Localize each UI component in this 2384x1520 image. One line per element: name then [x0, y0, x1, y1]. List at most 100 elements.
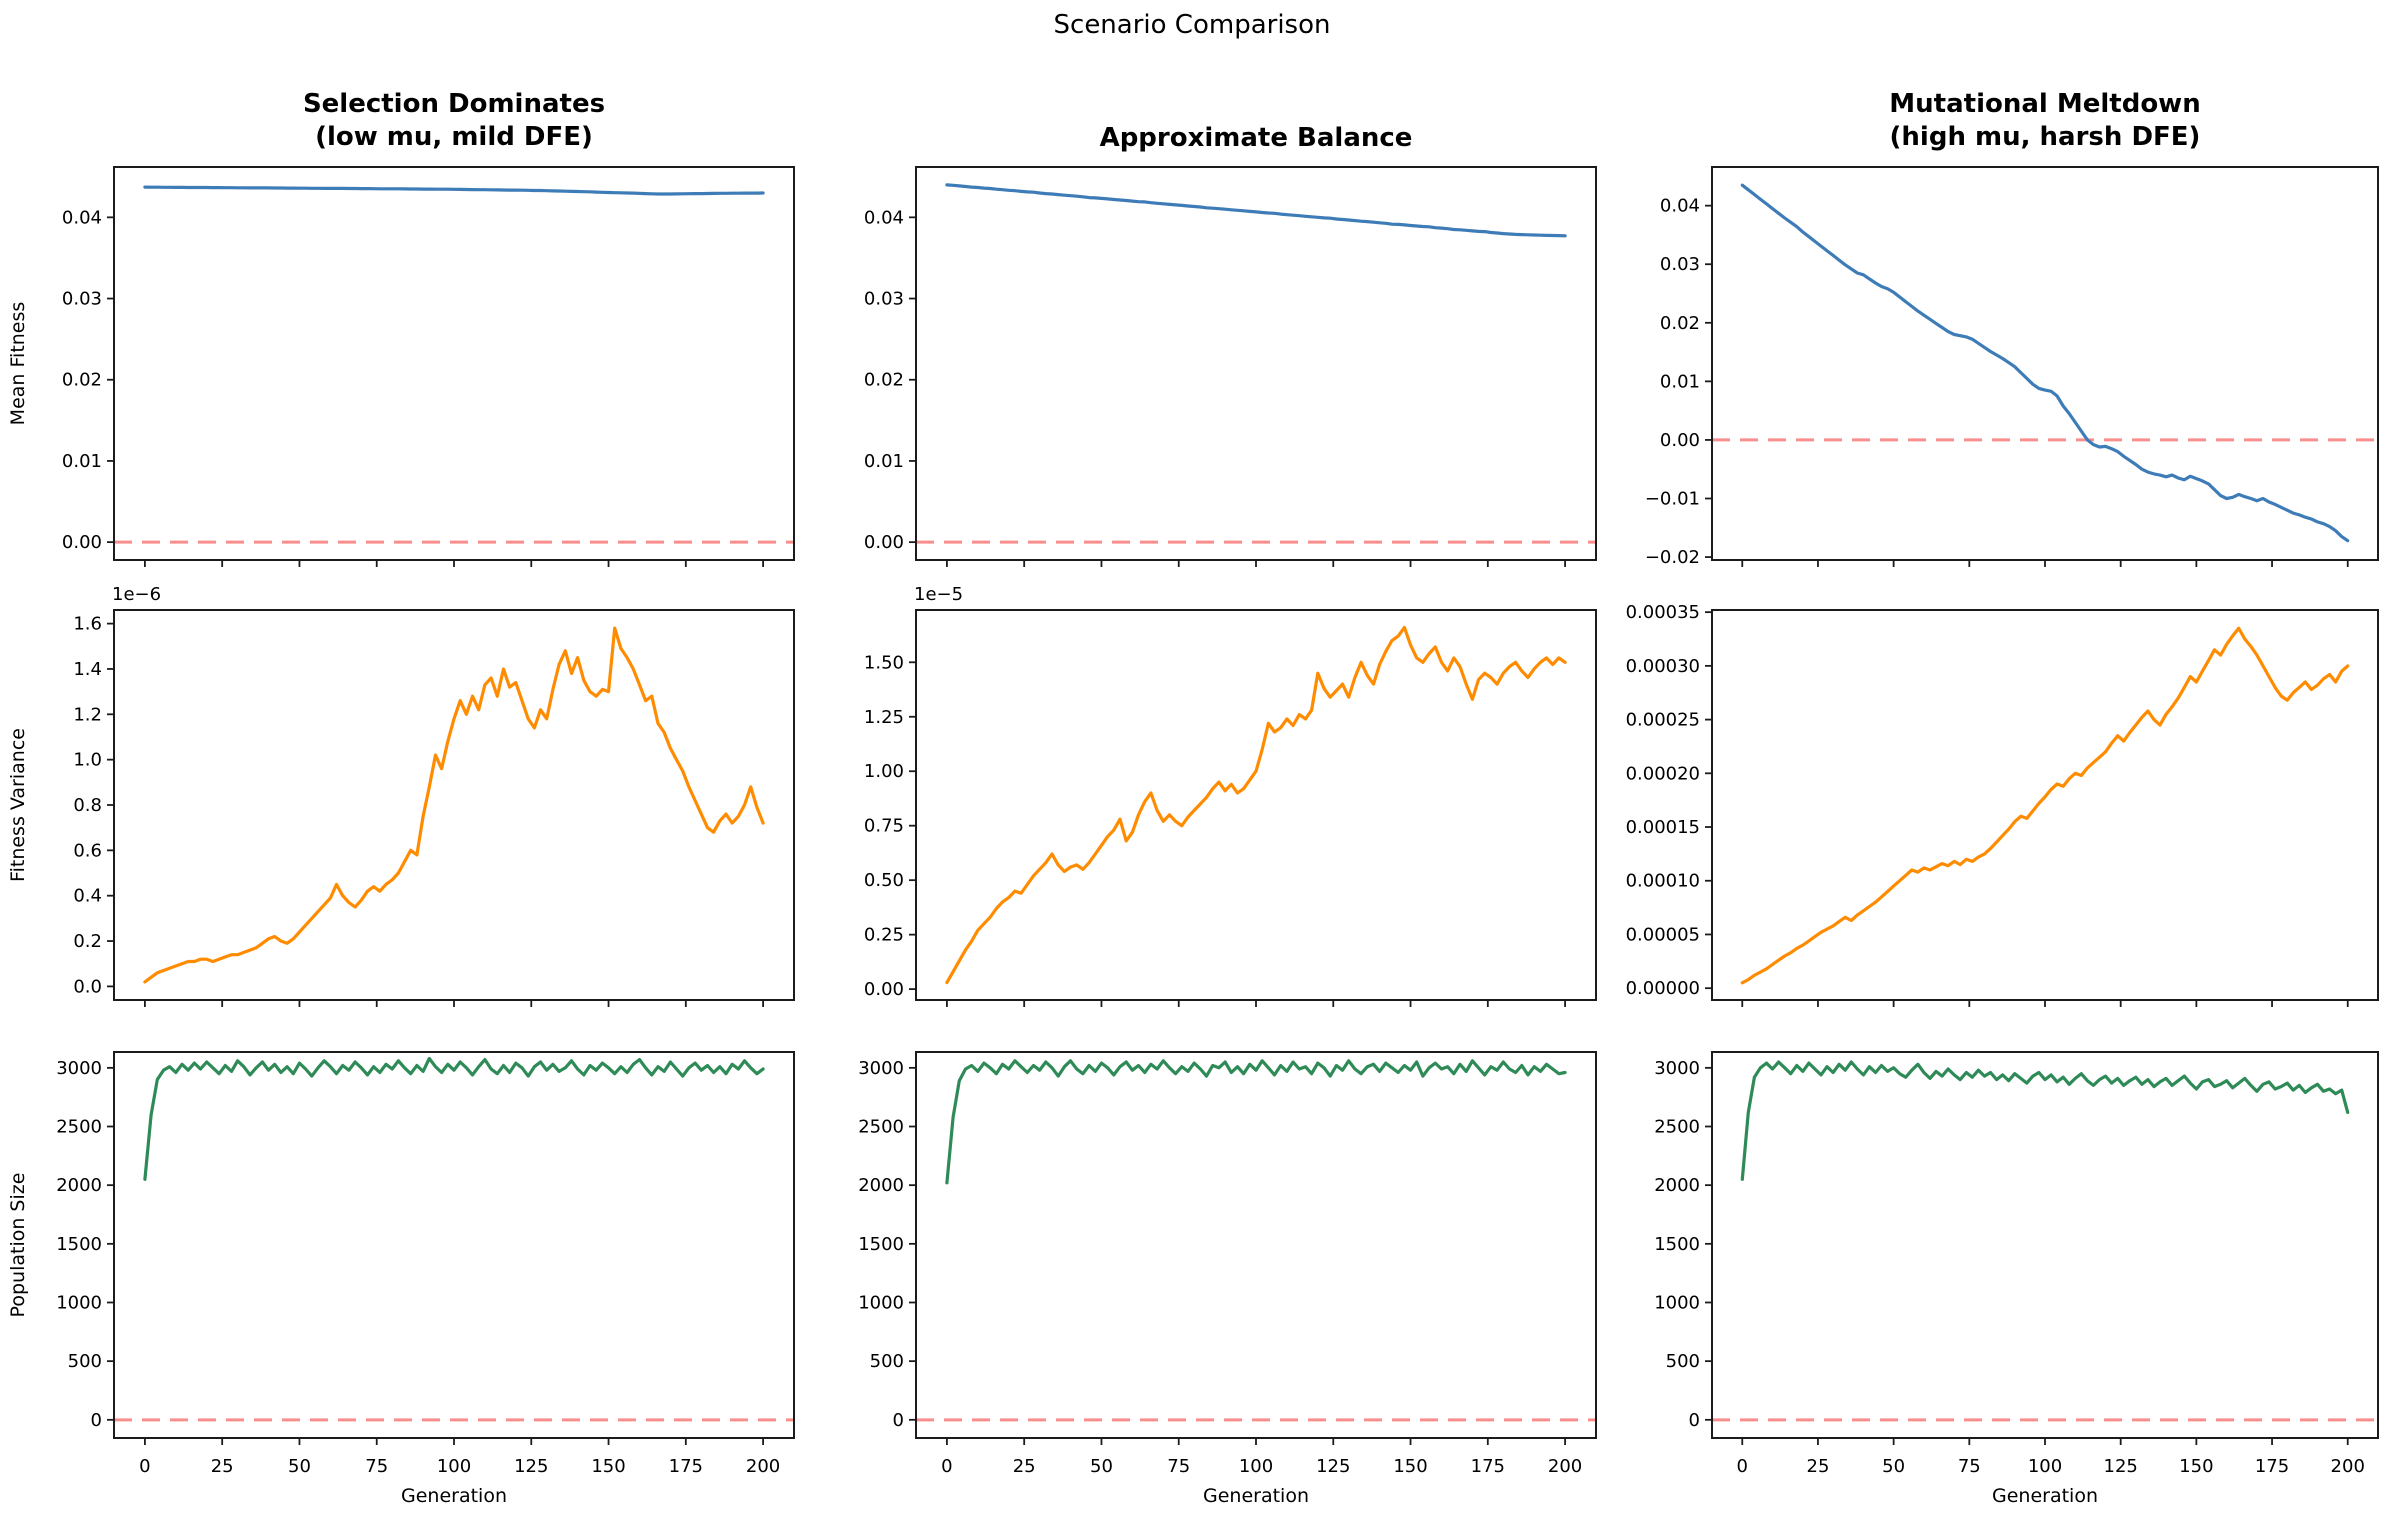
axes-frame	[113, 166, 795, 561]
x-tick-label: 75	[1167, 1456, 1190, 1477]
x-tick-label: 0	[941, 1456, 952, 1477]
y-tick-label: 0.02	[1660, 313, 1700, 334]
y-tick-label: 0.2	[73, 931, 102, 952]
x-tick-label: 200	[1548, 1456, 1582, 1477]
y-tick-label: 1.50	[864, 652, 904, 673]
x-tick-label: 125	[2104, 1456, 2138, 1477]
x-tick-label: 100	[1239, 1456, 1273, 1477]
subplot-title-approximate-balance: Approximate Balance	[1099, 123, 1413, 153]
y-tick-label: 0.25	[864, 925, 904, 946]
y-axis-label: Fitness Variance	[7, 728, 29, 882]
y-tick-label: 0.01	[1660, 371, 1700, 392]
x-tick-label: 150	[2179, 1456, 2213, 1477]
x-tick-label: 0	[139, 1456, 150, 1477]
y-tick-label: 2500	[1654, 1117, 1700, 1138]
panel-r3c2: 0 500 1000 1500 2000 2500 3000 0 25 50 75 100 125 150…	[858, 1051, 1597, 1507]
y-tick-label: 0.75	[864, 816, 904, 837]
panel-r3c1: 0 500 1000 1500 2000 2500 3000 0 25 50 75 100 125 150…	[7, 1051, 795, 1507]
axes-frame	[1711, 166, 2379, 561]
axes-frame	[1711, 609, 2379, 1001]
series-line	[945, 183, 1567, 238]
panel-r1c1: 0.00 0.01 0.02 0.03 0.04 Mean Fitness	[7, 166, 795, 567]
y-tick-label: 1.2	[73, 704, 102, 725]
y-axis-label: Mean Fitness	[7, 302, 29, 426]
x-tick-label: 175	[2255, 1456, 2289, 1477]
x-axis-label: Generation	[401, 1485, 507, 1507]
y-tick-label: 0.00015	[1626, 817, 1700, 838]
y-tick-label: 500	[68, 1351, 102, 1372]
y-tick-label: 0.00	[864, 532, 904, 553]
x-tick-label: 75	[1958, 1456, 1981, 1477]
axes-frame	[915, 609, 1597, 1001]
y-tick-label: 0.00030	[1626, 656, 1700, 677]
x-tick-label: 150	[1393, 1456, 1427, 1477]
y-tick-label: −0.01	[1645, 489, 1700, 510]
x-tick-label: 25	[211, 1456, 234, 1477]
series-line	[1740, 1060, 2350, 1181]
x-tick-label: 50	[1882, 1456, 1905, 1477]
y-tick-label: 0	[1689, 1410, 1700, 1431]
y-tick-label: 1.00	[864, 761, 904, 782]
series-line	[945, 1059, 1567, 1185]
y-tick-label: 1000	[1654, 1292, 1700, 1313]
series-line	[1740, 183, 2350, 543]
x-tick-label: 200	[2331, 1456, 2365, 1477]
y-tick-label: 1000	[858, 1292, 904, 1313]
y-tick-label: 0.50	[864, 870, 904, 891]
series-line	[1740, 626, 2350, 985]
y-tick-label: 1500	[56, 1234, 102, 1255]
axes-frame	[915, 166, 1597, 561]
y-tick-label: 0.03	[62, 289, 102, 310]
y-tick-label: 3000	[56, 1058, 102, 1079]
panel-r2c3: 0.00000 0.00005 0.00010 0.00015 0.00020 0.000…	[1626, 602, 2379, 1007]
y-tick-label: 0.00025	[1626, 710, 1700, 731]
panel-r3c3: 0 500 1000 1500 2000 2500 3000 0 25 50 75 100 125 150…	[1654, 1051, 2379, 1507]
y-tick-label: 0.00005	[1626, 924, 1700, 945]
y-tick-label: 1500	[858, 1234, 904, 1255]
x-tick-label: 50	[288, 1456, 311, 1477]
x-tick-label: 100	[2028, 1456, 2062, 1477]
x-tick-label: 175	[669, 1456, 703, 1477]
y-tick-label: 500	[870, 1351, 904, 1372]
x-tick-label: 25	[1807, 1456, 1830, 1477]
x-tick-label: 50	[1090, 1456, 1113, 1477]
y-tick-label: 2500	[858, 1117, 904, 1138]
y-axis-label: Population Size	[7, 1173, 29, 1318]
x-tick-label: 125	[1316, 1456, 1350, 1477]
subplot-title-selection-dominates: Selection Dominates (low mu, mild DFE)	[302, 89, 606, 152]
y-tick-label: 0.03	[864, 289, 904, 310]
y-tick-label: 0	[91, 1410, 102, 1431]
series-line	[143, 626, 765, 984]
y-tick-label: 3000	[858, 1058, 904, 1079]
panel-r1c3: −0.02 −0.01 0.00 0.01 0.02 0.03 0.04	[1645, 166, 2379, 568]
y-tick-label: 2000	[56, 1175, 102, 1196]
x-tick-label: 200	[746, 1456, 780, 1477]
y-tick-label: 2000	[858, 1175, 904, 1196]
y-tick-label: 0.8	[73, 795, 102, 816]
axes-frame	[1711, 1051, 2379, 1439]
y-tick-label: −0.02	[1645, 547, 1700, 568]
y-tick-label: 0.6	[73, 840, 102, 861]
x-tick-label: 75	[365, 1456, 388, 1477]
y-tick-label: 0.01	[864, 451, 904, 472]
y-tick-label: 1000	[56, 1292, 102, 1313]
x-tick-label: 150	[591, 1456, 625, 1477]
figure-title: Scenario Comparison	[1053, 10, 1331, 40]
axes-frame	[915, 1051, 1597, 1439]
y-tick-label: 1500	[1654, 1234, 1700, 1255]
y-tick-label: 0.02	[62, 370, 102, 391]
axis-offset-label: 1e−5	[914, 584, 963, 605]
x-tick-label: 0	[1737, 1456, 1748, 1477]
y-tick-label: 0.04	[1660, 196, 1700, 217]
y-tick-label: 0.02	[864, 370, 904, 391]
y-tick-label: 0.00035	[1626, 602, 1700, 623]
y-tick-label: 0.00000	[1626, 978, 1700, 999]
x-tick-label: 100	[437, 1456, 471, 1477]
y-tick-label: 2500	[56, 1117, 102, 1138]
x-tick-label: 25	[1013, 1456, 1036, 1477]
y-tick-label: 1.0	[73, 750, 102, 771]
y-tick-label: 0.03	[1660, 254, 1700, 275]
series-line	[143, 185, 765, 196]
